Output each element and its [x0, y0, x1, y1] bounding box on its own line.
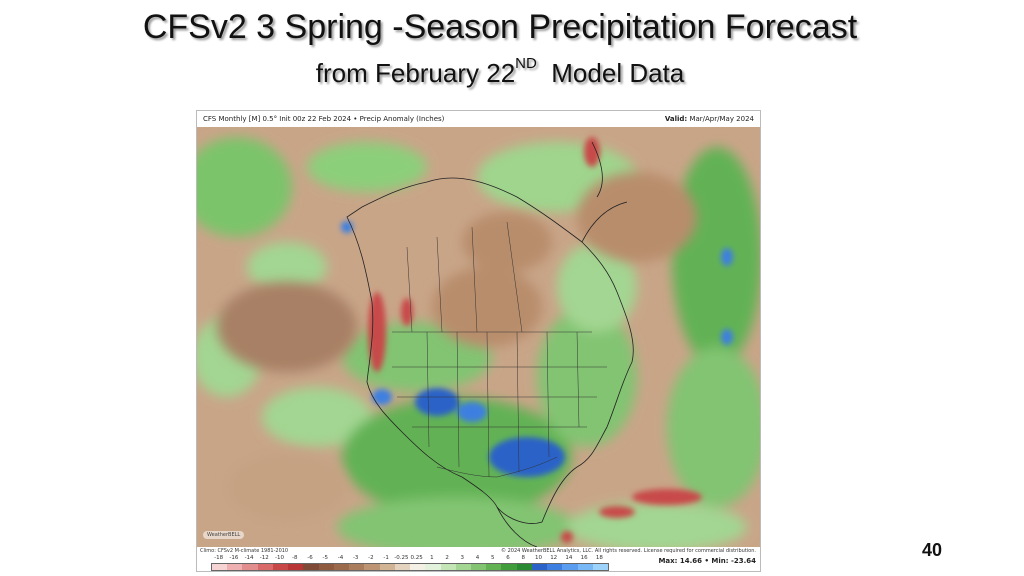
- colorbar-swatch: [592, 564, 609, 570]
- colorbar-tick-label: 3: [460, 555, 465, 561]
- colorbar-tick-label: -6: [307, 555, 313, 561]
- subtitle-superscript: ND: [515, 55, 537, 73]
- colorbar-tick-label: 4: [475, 555, 480, 561]
- colorbar-swatch: [318, 564, 334, 570]
- colorbar-tick-label: 8: [521, 555, 525, 561]
- colorbar-swatch: [288, 564, 304, 570]
- colorbar-tick-label: -8: [292, 555, 298, 561]
- copyright-note: © 2024 WeatherBELL Analytics, LLC. All r…: [501, 548, 756, 554]
- colorbar-swatch: [379, 564, 395, 570]
- colorbar-tick-label: 1: [430, 555, 434, 561]
- slide-number: 40: [922, 540, 943, 560]
- subtitle-tail: Model Data: [536, 58, 685, 88]
- colorbar-swatch: [470, 564, 487, 570]
- colorbar-swatch: [227, 564, 243, 570]
- colorbar-tick-label: -5: [322, 555, 328, 561]
- colorbar-tick-label: -1: [383, 555, 389, 561]
- subtitle-main: from February 22: [315, 58, 516, 88]
- colorbar-swatch: [577, 564, 593, 570]
- slide-title: CFSv2 3 Spring -Season Precipitation For…: [142, 8, 858, 46]
- colorbar-swatch: [333, 564, 350, 570]
- colorbar: [211, 563, 609, 571]
- max-min-readout: Max: 14.66 • Min: -23.64: [658, 557, 756, 565]
- map-header-left: CFS Monthly [M] 0.5° Init 00z 22 Feb 202…: [203, 115, 445, 123]
- colorbar-tick-label: 14: [565, 555, 573, 561]
- colorbar-tick-label: 2: [445, 555, 449, 561]
- colorbar-swatch: [486, 564, 502, 570]
- colorbar-swatch: [349, 564, 365, 570]
- precip-anomaly-map: WeatherBELL: [197, 127, 760, 547]
- colorbar-tick-label: -10: [275, 555, 285, 561]
- colorbar-tick-label: -14: [244, 555, 254, 561]
- colorbar-swatch: [257, 564, 273, 570]
- colorbar-tick-label: -2: [368, 555, 374, 561]
- valid-label: Valid:: [664, 115, 688, 123]
- slide-subtitle: from February 22ND Model Data: [0, 55, 1000, 89]
- colorbar-swatch: [501, 564, 517, 570]
- colorbar-swatch: [303, 564, 319, 570]
- climo-note: Climo: CFSv2 M-climate 1981-2010: [200, 548, 289, 554]
- colorbar-tick-label: 16: [580, 555, 588, 561]
- dry-anomaly-regions: [217, 172, 697, 522]
- map-header-right: Valid: Mar/Apr/May 2024: [665, 111, 754, 127]
- colorbar-tick-label: -3: [352, 555, 359, 561]
- colorbar-tick-label: 18: [595, 555, 603, 561]
- colorbar-swatch: [394, 564, 411, 570]
- map-header: CFS Monthly [M] 0.5° Init 00z 22 Feb 202…: [197, 111, 760, 127]
- colorbar-swatch: [425, 564, 441, 570]
- colorbar-swatch: [531, 564, 548, 570]
- colorbar-tick-label: 5: [491, 555, 495, 561]
- colorbar-swatch: [547, 564, 563, 570]
- colorbar-swatch: [410, 564, 426, 570]
- colorbar-tick-label: 10: [534, 555, 542, 561]
- colorbar-swatch: [455, 564, 471, 570]
- colorbar-swatch: [562, 564, 578, 570]
- political-borders: [392, 221, 607, 478]
- colorbar-tick-labels: -18 -16 -14 -12 -10 -8 -6 -5 -4 -3 -2 -1 -0.25 0.25 1 2…: [211, 555, 607, 563]
- colorbar-swatch: [440, 564, 456, 570]
- coastlines: [346, 141, 634, 547]
- colorbar-tick-label: -12: [259, 555, 269, 561]
- colorbar-tick-label: -4: [337, 555, 344, 561]
- colorbar-swatch: [272, 564, 289, 570]
- forecast-map-figure: CFS Monthly [M] 0.5° Init 00z 22 Feb 202…: [196, 110, 761, 572]
- colorbar-tick-label: 12: [550, 555, 558, 561]
- map-footer: Climo: CFSv2 M-climate 1981-2010 © 2024 …: [197, 547, 760, 571]
- very-wet-regions: [341, 221, 733, 477]
- map-graphic: [197, 127, 760, 547]
- weatherbell-logo: WeatherBELL: [203, 531, 245, 539]
- valid-period: Mar/Apr/May 2024: [689, 115, 754, 123]
- colorbar-tick-label: -16: [229, 555, 239, 561]
- colorbar-tick-label: 6: [506, 555, 510, 561]
- colorbar-swatch: [212, 564, 228, 570]
- colorbar-swatch: [364, 564, 380, 570]
- colorbar-swatch: [242, 564, 258, 570]
- colorbar-tick-label: 0.25: [410, 555, 423, 561]
- colorbar-swatch: [516, 564, 532, 570]
- colorbar-tick-label: -0.25: [394, 555, 409, 561]
- colorbar-tick-label: -18: [214, 555, 224, 561]
